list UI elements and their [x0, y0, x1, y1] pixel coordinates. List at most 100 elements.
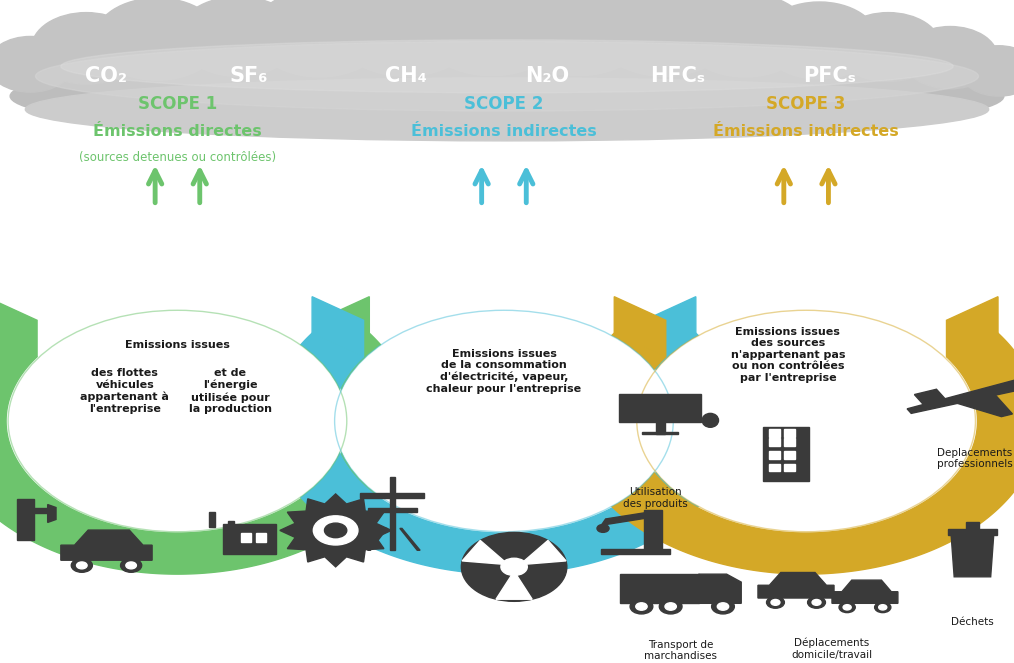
Polygon shape	[601, 548, 670, 554]
Circle shape	[875, 602, 891, 613]
Text: Transport de
marchandises: Transport de marchandises	[644, 640, 717, 662]
Polygon shape	[33, 508, 51, 513]
Circle shape	[31, 13, 141, 84]
Circle shape	[252, 0, 386, 77]
Text: Émissions directes: Émissions directes	[93, 124, 262, 139]
Polygon shape	[312, 297, 364, 357]
Circle shape	[597, 524, 609, 532]
Polygon shape	[785, 429, 795, 437]
Polygon shape	[645, 509, 661, 548]
Circle shape	[712, 599, 734, 614]
Polygon shape	[61, 530, 152, 560]
Polygon shape	[770, 451, 780, 459]
Text: N₂O: N₂O	[525, 66, 570, 86]
Circle shape	[767, 597, 785, 608]
Polygon shape	[770, 463, 780, 471]
Circle shape	[760, 2, 878, 79]
Text: SCOPE 3: SCOPE 3	[767, 95, 846, 113]
Circle shape	[812, 599, 821, 605]
Ellipse shape	[35, 41, 979, 111]
Ellipse shape	[61, 40, 953, 93]
Polygon shape	[17, 499, 33, 540]
Polygon shape	[915, 389, 946, 405]
Polygon shape	[390, 477, 394, 550]
Circle shape	[807, 597, 825, 608]
Polygon shape	[785, 438, 795, 446]
Text: CH₄: CH₄	[384, 66, 427, 86]
Text: et de
l'énergie
utilisée pour
la production: et de l'énergie utilisée pour la product…	[189, 368, 272, 414]
Circle shape	[636, 603, 647, 610]
Polygon shape	[209, 512, 215, 526]
Polygon shape	[270, 333, 738, 574]
Text: Emissions issues
de la consommation
d'électricité, vapeur,
chaleur pour l'entrep: Emissions issues de la consommation d'él…	[427, 349, 581, 394]
Circle shape	[630, 599, 653, 614]
Circle shape	[313, 516, 358, 545]
Circle shape	[121, 558, 142, 572]
Circle shape	[501, 558, 527, 575]
Circle shape	[717, 603, 729, 610]
Text: Émissions indirectes: Émissions indirectes	[411, 124, 597, 139]
Polygon shape	[496, 575, 532, 599]
Polygon shape	[400, 528, 420, 550]
Circle shape	[126, 562, 136, 569]
Ellipse shape	[10, 53, 1004, 139]
Polygon shape	[367, 508, 418, 512]
Text: Déplacements
domicile/travail: Déplacements domicile/travail	[791, 638, 872, 660]
Circle shape	[461, 532, 567, 601]
Polygon shape	[361, 493, 425, 498]
Circle shape	[771, 599, 780, 605]
Text: Utilisation
des produits: Utilisation des produits	[623, 487, 687, 509]
Polygon shape	[48, 505, 56, 522]
Text: PFCₛ: PFCₛ	[803, 66, 856, 86]
Polygon shape	[614, 297, 666, 357]
Text: CO₂: CO₂	[85, 66, 128, 86]
Circle shape	[71, 558, 92, 572]
Polygon shape	[240, 533, 251, 542]
Circle shape	[505, 0, 651, 76]
Polygon shape	[785, 451, 795, 459]
Polygon shape	[785, 463, 795, 471]
Polygon shape	[832, 580, 898, 603]
Circle shape	[879, 605, 887, 610]
Polygon shape	[764, 427, 809, 481]
Polygon shape	[951, 535, 994, 577]
Polygon shape	[656, 422, 665, 434]
Polygon shape	[0, 333, 412, 574]
Circle shape	[336, 311, 672, 531]
Text: Emissions issues
des sources
n'appartenant pas
ou non contrôlées
par l'entrepris: Emissions issues des sources n'appartena…	[731, 326, 845, 383]
Polygon shape	[280, 494, 391, 567]
Polygon shape	[227, 521, 233, 526]
Circle shape	[9, 311, 346, 531]
Polygon shape	[770, 438, 780, 446]
Polygon shape	[644, 297, 696, 357]
Circle shape	[324, 523, 347, 538]
Polygon shape	[758, 573, 834, 598]
Circle shape	[77, 562, 87, 569]
Polygon shape	[572, 333, 1014, 574]
Polygon shape	[367, 528, 387, 550]
Polygon shape	[642, 432, 678, 434]
Circle shape	[0, 36, 73, 92]
Polygon shape	[256, 533, 267, 542]
Ellipse shape	[702, 414, 719, 428]
Circle shape	[638, 311, 974, 531]
Polygon shape	[462, 540, 504, 564]
Polygon shape	[946, 297, 998, 357]
Polygon shape	[966, 522, 979, 529]
Polygon shape	[770, 429, 780, 437]
Circle shape	[419, 0, 565, 76]
Circle shape	[839, 602, 855, 613]
Text: SCOPE 2: SCOPE 2	[464, 95, 544, 113]
Circle shape	[335, 0, 477, 76]
Polygon shape	[699, 574, 741, 603]
Circle shape	[836, 13, 941, 82]
Circle shape	[595, 0, 733, 76]
Circle shape	[665, 603, 676, 610]
Text: Emissions issues: Emissions issues	[125, 339, 230, 350]
Text: Émissions indirectes: Émissions indirectes	[713, 124, 899, 139]
Polygon shape	[601, 511, 657, 525]
Polygon shape	[619, 394, 702, 422]
Polygon shape	[317, 297, 369, 357]
Circle shape	[659, 599, 682, 614]
Polygon shape	[0, 297, 38, 357]
